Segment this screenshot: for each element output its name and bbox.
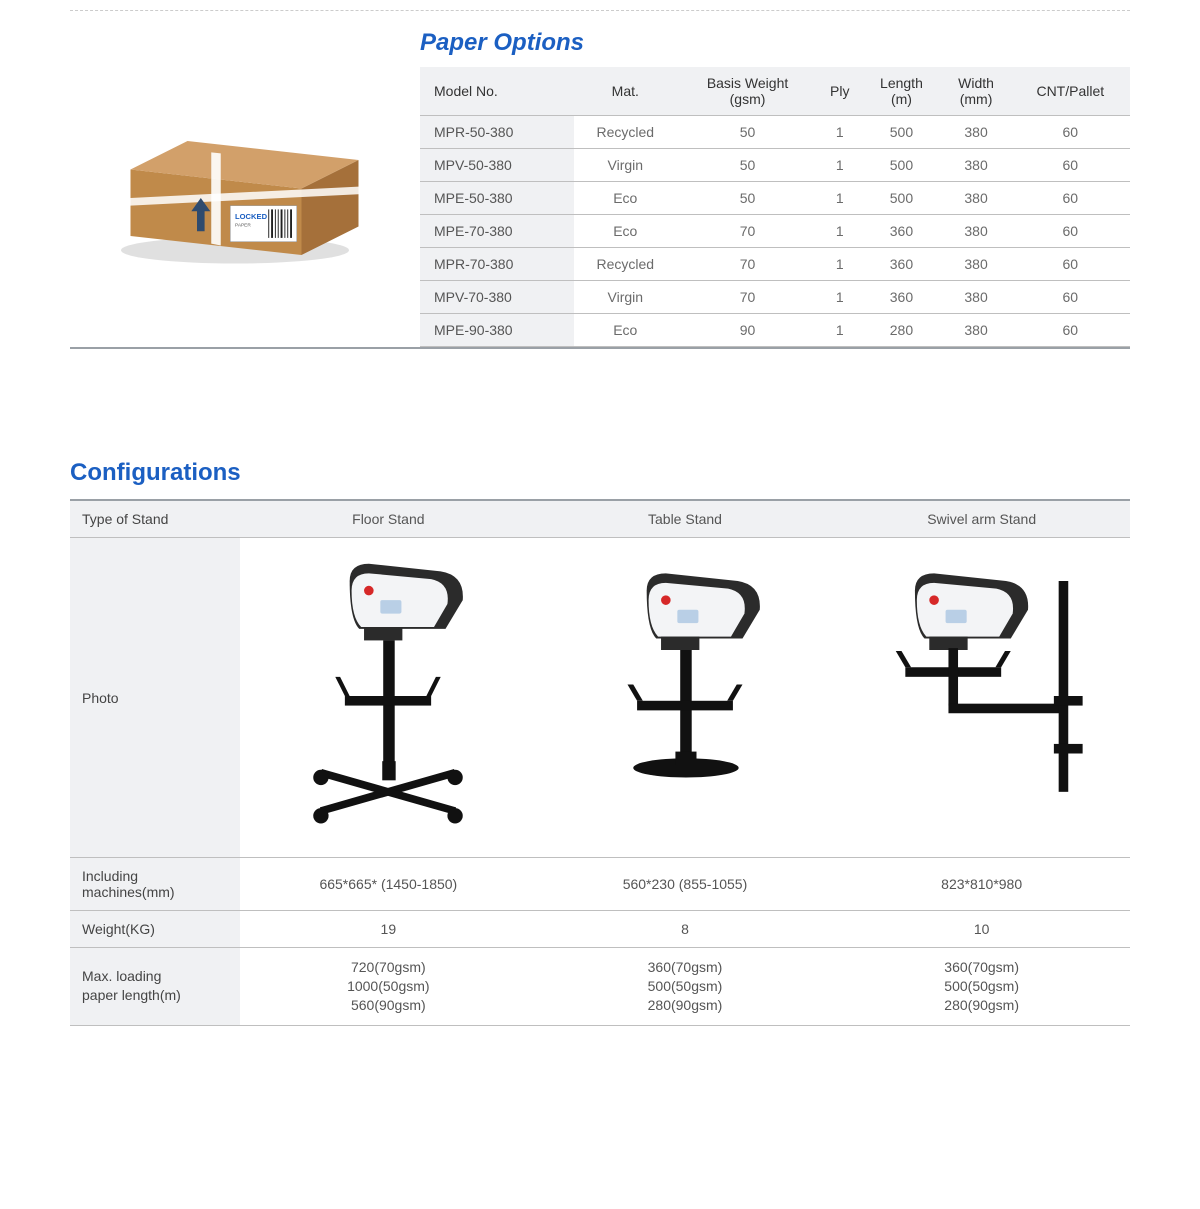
paper-table-row: MPE-50-380Eco50150038060 <box>420 182 1130 215</box>
cell-wid: 380 <box>942 116 1011 149</box>
svg-text:PAPER: PAPER <box>235 223 251 229</box>
weight-1: 8 <box>537 911 834 948</box>
paper-table-row: MPE-70-380Eco70136038060 <box>420 215 1130 248</box>
cell-model: MPV-50-380 <box>420 149 574 182</box>
col-cnt: CNT/Pallet <box>1011 67 1130 116</box>
config-maxload-row: Max. loading paper length(m) 720(70gsm) … <box>70 948 1130 1026</box>
col-width: Width (mm) <box>942 67 1011 116</box>
cell-cnt: 60 <box>1011 281 1130 314</box>
cell-len: 500 <box>861 149 941 182</box>
box-label-text: LOCKED <box>235 212 268 221</box>
cell-model: MPR-70-380 <box>420 248 574 281</box>
label-photo: Photo <box>70 538 240 858</box>
paper-table-row: MPV-50-380Virgin50150038060 <box>420 149 1130 182</box>
label-dims: Including machines(mm) <box>70 858 240 911</box>
cell-len: 280 <box>861 314 941 347</box>
maxload-0: 720(70gsm) 1000(50gsm) 560(90gsm) <box>240 948 537 1026</box>
cell-model: MPE-50-380 <box>420 182 574 215</box>
cell-len: 360 <box>861 248 941 281</box>
cell-gsm: 90 <box>677 314 818 347</box>
config-photo-row: Photo <box>70 538 1130 858</box>
dims-2: 823*810*980 <box>833 858 1130 911</box>
cell-ply: 1 <box>818 116 861 149</box>
cell-model: MPR-50-380 <box>420 116 574 149</box>
maxload-1: 360(70gsm) 500(50gsm) 280(90gsm) <box>537 948 834 1026</box>
cell-cnt: 60 <box>1011 182 1130 215</box>
label-maxload: Max. loading paper length(m) <box>70 948 240 1026</box>
cell-cnt: 60 <box>1011 149 1130 182</box>
cell-mat: Recycled <box>574 248 677 281</box>
cell-model: MPV-70-380 <box>420 281 574 314</box>
col-gsm: Basis Weight (gsm) <box>677 67 818 116</box>
cell-mat: Eco <box>574 182 677 215</box>
cell-gsm: 70 <box>677 215 818 248</box>
cell-wid: 380 <box>942 314 1011 347</box>
cell-ply: 1 <box>818 149 861 182</box>
paper-box-image: LOCKED PAPER <box>70 11 400 347</box>
paper-table-row: MPV-70-380Virgin70136038060 <box>420 281 1130 314</box>
label-type-of-stand: Type of Stand <box>70 500 240 538</box>
cell-wid: 380 <box>942 248 1011 281</box>
config-weight-row: Weight(KG) 19 8 10 <box>70 911 1130 948</box>
cell-mat: Eco <box>574 314 677 347</box>
cell-cnt: 60 <box>1011 215 1130 248</box>
cell-gsm: 70 <box>677 248 818 281</box>
configurations-title: Configurations <box>70 459 1130 487</box>
label-weight: Weight(KG) <box>70 911 240 948</box>
cell-ply: 1 <box>818 248 861 281</box>
photo-table-stand <box>537 538 834 858</box>
cell-mat: Virgin <box>574 281 677 314</box>
paper-table-row: MPE-90-380Eco90128038060 <box>420 314 1130 347</box>
cell-gsm: 50 <box>677 149 818 182</box>
config-dims-row: Including machines(mm) 665*665* (1450-18… <box>70 858 1130 911</box>
cell-ply: 1 <box>818 182 861 215</box>
cell-len: 360 <box>861 215 941 248</box>
stand-name-1: Table Stand <box>537 500 834 538</box>
dims-0: 665*665* (1450-1850) <box>240 858 537 911</box>
cell-len: 500 <box>861 182 941 215</box>
paper-table-header-row: Model No. Mat. Basis Weight (gsm) Ply Le… <box>420 67 1130 116</box>
configurations-table: Type of Stand Floor Stand Table Stand Sw… <box>70 499 1130 1026</box>
paper-table-row: MPR-70-380Recycled70136038060 <box>420 248 1130 281</box>
cell-wid: 380 <box>942 182 1011 215</box>
col-model: Model No. <box>420 67 574 116</box>
col-ply: Ply <box>818 67 861 116</box>
photo-swivel-stand <box>833 538 1130 858</box>
cell-ply: 1 <box>818 281 861 314</box>
cell-gsm: 50 <box>677 182 818 215</box>
photo-floor-stand <box>240 538 537 858</box>
cell-len: 360 <box>861 281 941 314</box>
weight-2: 10 <box>833 911 1130 948</box>
cell-cnt: 60 <box>1011 314 1130 347</box>
maxload-2: 360(70gsm) 500(50gsm) 280(90gsm) <box>833 948 1130 1026</box>
cell-ply: 1 <box>818 215 861 248</box>
cell-cnt: 60 <box>1011 116 1130 149</box>
cell-wid: 380 <box>942 215 1011 248</box>
col-length: Length (m) <box>861 67 941 116</box>
paper-table-row: MPR-50-380Recycled50150038060 <box>420 116 1130 149</box>
cell-model: MPE-70-380 <box>420 215 574 248</box>
cell-mat: Recycled <box>574 116 677 149</box>
cell-ply: 1 <box>818 314 861 347</box>
cell-gsm: 70 <box>677 281 818 314</box>
cell-mat: Virgin <box>574 149 677 182</box>
paper-options-table: Model No. Mat. Basis Weight (gsm) Ply Le… <box>420 67 1130 347</box>
cell-wid: 380 <box>942 149 1011 182</box>
paper-options-title: Paper Options <box>420 29 1130 57</box>
col-mat: Mat. <box>574 67 677 116</box>
cell-wid: 380 <box>942 281 1011 314</box>
cell-model: MPE-90-380 <box>420 314 574 347</box>
stand-name-2: Swivel arm Stand <box>833 500 1130 538</box>
cell-len: 500 <box>861 116 941 149</box>
config-header-row: Type of Stand Floor Stand Table Stand Sw… <box>70 500 1130 538</box>
cardboard-box-icon: LOCKED PAPER <box>90 84 380 274</box>
weight-0: 19 <box>240 911 537 948</box>
dims-1: 560*230 (855-1055) <box>537 858 834 911</box>
stand-name-0: Floor Stand <box>240 500 537 538</box>
cell-mat: Eco <box>574 215 677 248</box>
cell-gsm: 50 <box>677 116 818 149</box>
cell-cnt: 60 <box>1011 248 1130 281</box>
